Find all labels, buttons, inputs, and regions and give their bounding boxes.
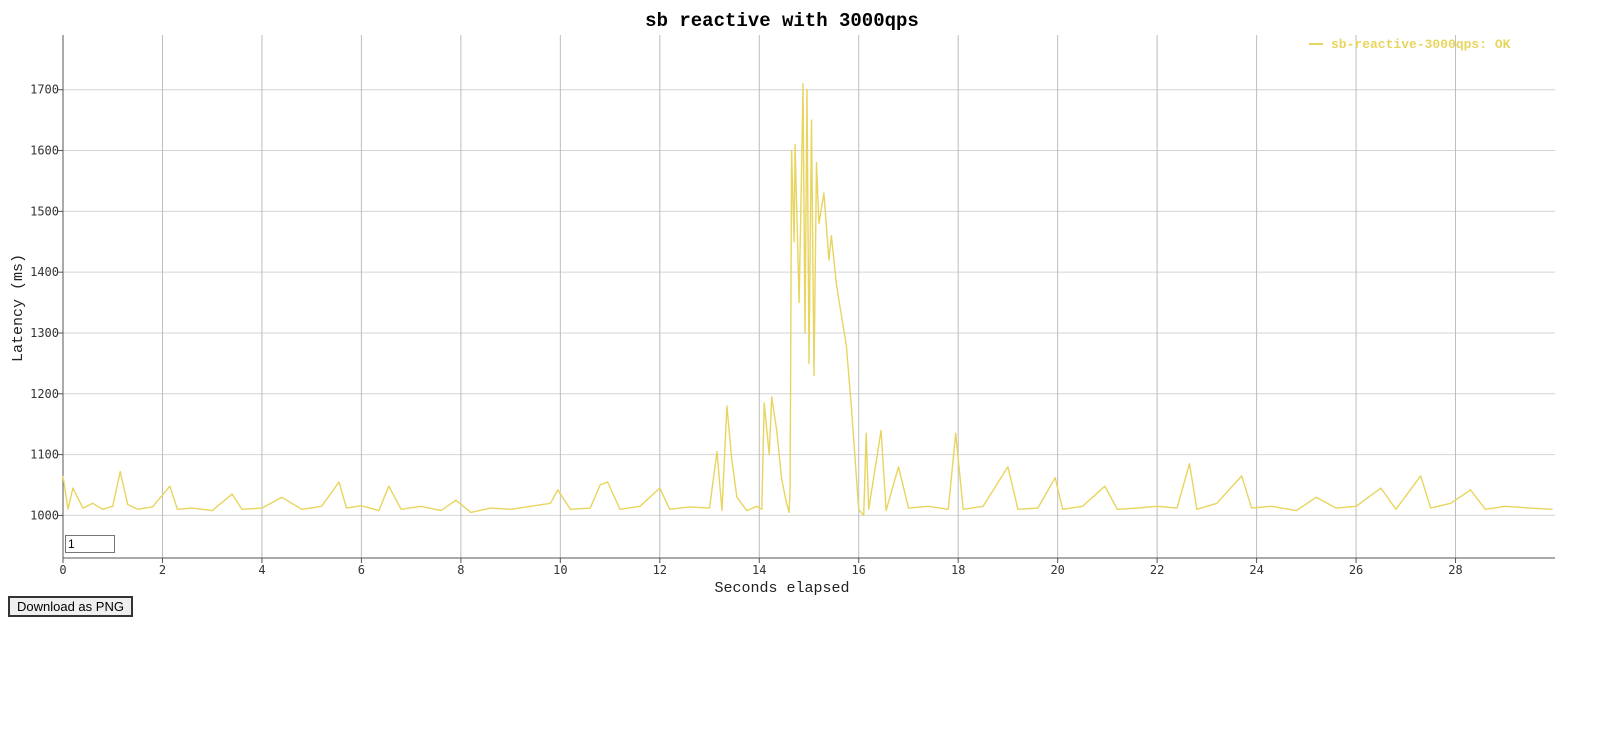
chart-title: sb reactive with 3000qps [645,10,919,32]
y-tick-label: 1600 [30,144,59,158]
x-tick-label: 10 [553,563,567,577]
y-tick-label: 1300 [30,326,59,340]
y-tick-label: 1100 [30,448,59,462]
x-tick-label: 2 [159,563,166,577]
x-tick-label: 14 [752,563,766,577]
y-tick-label: 1700 [30,83,59,97]
download-png-button[interactable]: Download as PNG [8,596,133,617]
x-tick-label: 4 [258,563,265,577]
x-tick-label: 0 [59,563,66,577]
y-tick-label: 1200 [30,387,59,401]
legend-label: sb-reactive-3000qps: OK [1331,37,1511,52]
x-tick-label: 24 [1249,563,1263,577]
x-axis-label: Seconds elapsed [714,580,849,597]
y-axis-ticks: 1000 1100 1200 1300 1400 1500 1600 1700 [30,83,63,522]
x-tick-label: 6 [358,563,365,577]
x-tick-label: 20 [1050,563,1064,577]
series-group [62,83,1553,517]
x-tick-label: 8 [457,563,464,577]
y-tick-label: 1400 [30,265,59,279]
smoothing-input[interactable] [65,535,115,553]
x-tick-label: 22 [1150,563,1164,577]
legend: sb-reactive-3000qps: OK [1309,37,1511,52]
x-tick-label: 26 [1349,563,1363,577]
y-axis-label: Latency (ms) [10,254,27,362]
x-axis-ticks: 0 2 4 6 8 10 12 14 16 18 20 22 24 26 28 [59,558,1463,577]
x-tick-label: 18 [951,563,965,577]
y-tick-label: 1500 [30,204,59,218]
series-line [62,83,1553,517]
y-tick-label: 1000 [30,508,59,522]
x-tick-label: 28 [1448,563,1462,577]
x-tick-label: 16 [852,563,866,577]
x-tick-label: 12 [653,563,667,577]
